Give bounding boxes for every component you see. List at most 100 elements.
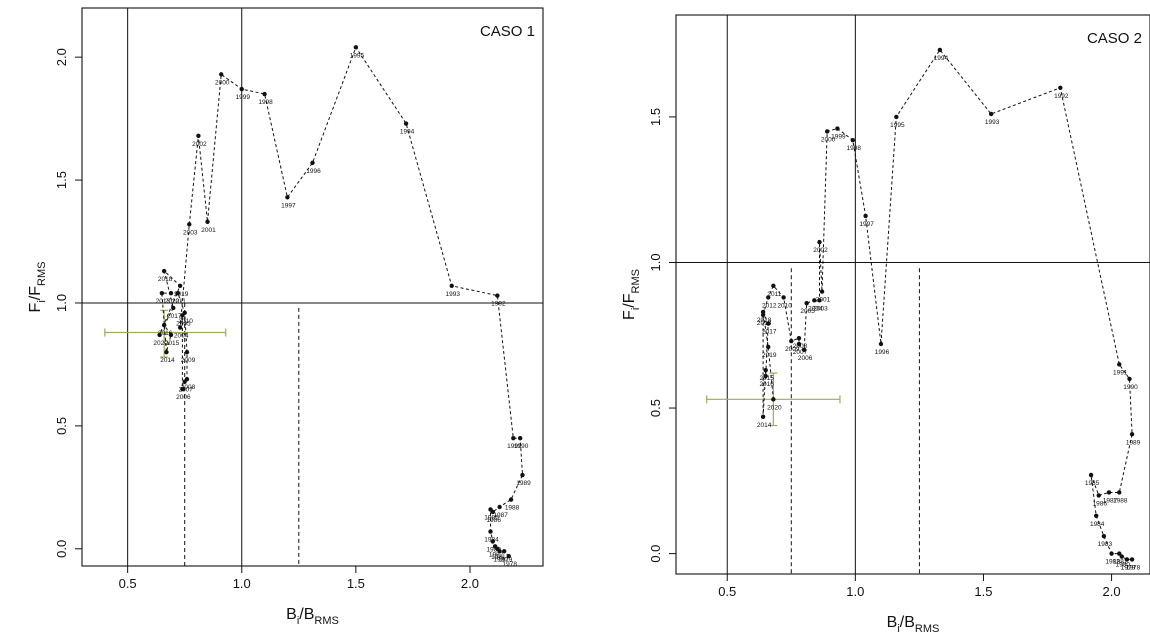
point-label: 1982 — [1105, 559, 1120, 566]
data-point — [159, 290, 165, 296]
data-point — [789, 338, 794, 344]
data-point — [812, 298, 817, 303]
y-axis-label: Fi/FRMS — [621, 269, 642, 320]
y-axis-label-main: F — [621, 310, 638, 320]
x-axis-label-tail: /B — [299, 606, 314, 623]
point-label: 1985 — [484, 514, 499, 521]
x-axis-label-tail-sub: RMS — [314, 615, 338, 627]
data-point — [161, 322, 167, 328]
point-label: 1983 — [487, 546, 502, 553]
data-point — [1129, 432, 1135, 437]
plot-frame — [81, 7, 544, 567]
point-label: 2004 — [808, 305, 823, 312]
data-point — [177, 325, 183, 330]
point-label: 1985 — [1085, 480, 1100, 487]
data-point — [1106, 490, 1112, 495]
y-tick-label: 0.0 — [648, 545, 663, 563]
point-label: 2007 — [793, 349, 808, 356]
point-label: 2003 — [813, 305, 828, 312]
y-tick-label: 1.0 — [648, 253, 663, 271]
x-tick-label: 1.0 — [846, 584, 864, 599]
trajectory-line — [159, 46, 524, 557]
point-label: 1995 — [890, 122, 905, 129]
y-axis-label-main: F — [27, 302, 44, 312]
point-label: 2013 — [757, 320, 772, 327]
data-point — [1129, 557, 1135, 562]
data-point — [520, 472, 525, 478]
point-label: 1992 — [491, 301, 506, 308]
data-point — [196, 133, 201, 139]
point-label: 2000 — [215, 79, 230, 86]
point-label: 1991 — [507, 443, 522, 450]
point-label: 2018 — [757, 317, 772, 324]
point-label: 2004 — [174, 333, 189, 340]
point-label: 1998 — [847, 145, 862, 152]
point-label: 1988 — [1113, 497, 1128, 504]
point-label: 2015 — [165, 340, 180, 347]
point-label: 2018 — [158, 276, 173, 283]
data-point — [502, 549, 507, 554]
x-tick-label: 0.5 — [718, 584, 736, 599]
y-tick-label: 1.5 — [54, 171, 69, 189]
point-label: 1988 — [505, 505, 520, 512]
data-point — [766, 344, 771, 350]
point-label: 1993 — [985, 119, 1000, 126]
data-point — [771, 283, 776, 288]
point-label: 1981 — [491, 554, 506, 561]
x-axis-label-tail: /B — [900, 614, 915, 631]
point-label: 1990 — [514, 443, 529, 450]
point-label: 2001 — [201, 227, 216, 234]
data-point — [285, 195, 290, 200]
point-label: 1996 — [306, 168, 321, 175]
x-axis-label-sub: i — [897, 623, 899, 635]
data-point — [760, 414, 766, 419]
point-label: 2002 — [813, 247, 828, 254]
data-point — [239, 86, 244, 92]
data-point — [219, 72, 224, 77]
point-label: 1979 — [498, 556, 513, 563]
data-point — [1117, 551, 1122, 556]
point-label: 1980 — [493, 556, 508, 563]
data-point — [1127, 376, 1132, 382]
point-label: 1995 — [350, 52, 365, 59]
point-label: 1979 — [1121, 564, 1136, 571]
point-label: 2002 — [192, 141, 207, 148]
data-point — [171, 305, 176, 311]
data-point — [168, 332, 174, 338]
x-axis-label: Bi/BRMS — [286, 606, 339, 627]
data-point — [824, 129, 830, 134]
data-point — [490, 509, 495, 515]
data-point — [817, 239, 822, 245]
chart-title: CASO 1 — [480, 23, 535, 40]
point-label: 2005 — [176, 320, 191, 327]
point-label: 1997 — [281, 202, 296, 209]
point-label: 2013 — [156, 298, 171, 305]
reference-lines — [82, 8, 543, 566]
point-label: 2010 — [777, 302, 792, 309]
data-point — [1117, 362, 1122, 367]
y-axis-label-tail-sub: RMS — [36, 262, 48, 286]
data-point — [796, 335, 802, 341]
point-label: 2005 — [800, 308, 815, 315]
point-label: 2014 — [160, 357, 175, 364]
y-tick-label: 1.5 — [648, 108, 663, 126]
data-point — [488, 529, 493, 534]
data-point — [1093, 513, 1099, 518]
y-tick-label: 1.0 — [54, 294, 69, 312]
x-axis-label-sub: i — [297, 615, 299, 627]
point-label: 2020 — [153, 340, 168, 347]
data-point — [988, 111, 994, 117]
data-point — [1109, 551, 1114, 556]
point-label: 1978 — [503, 561, 518, 568]
point-label: 1984 — [1090, 521, 1105, 528]
point-label: 2019 — [174, 291, 189, 298]
data-point — [894, 114, 899, 120]
point-label: 1984 — [484, 537, 499, 544]
point-label: 1993 — [445, 291, 460, 298]
data-point — [763, 367, 768, 373]
data-point — [760, 309, 766, 315]
data-point — [168, 290, 174, 296]
point-label: 1981 — [1113, 559, 1128, 566]
y-tick-label: 0.0 — [54, 540, 69, 558]
